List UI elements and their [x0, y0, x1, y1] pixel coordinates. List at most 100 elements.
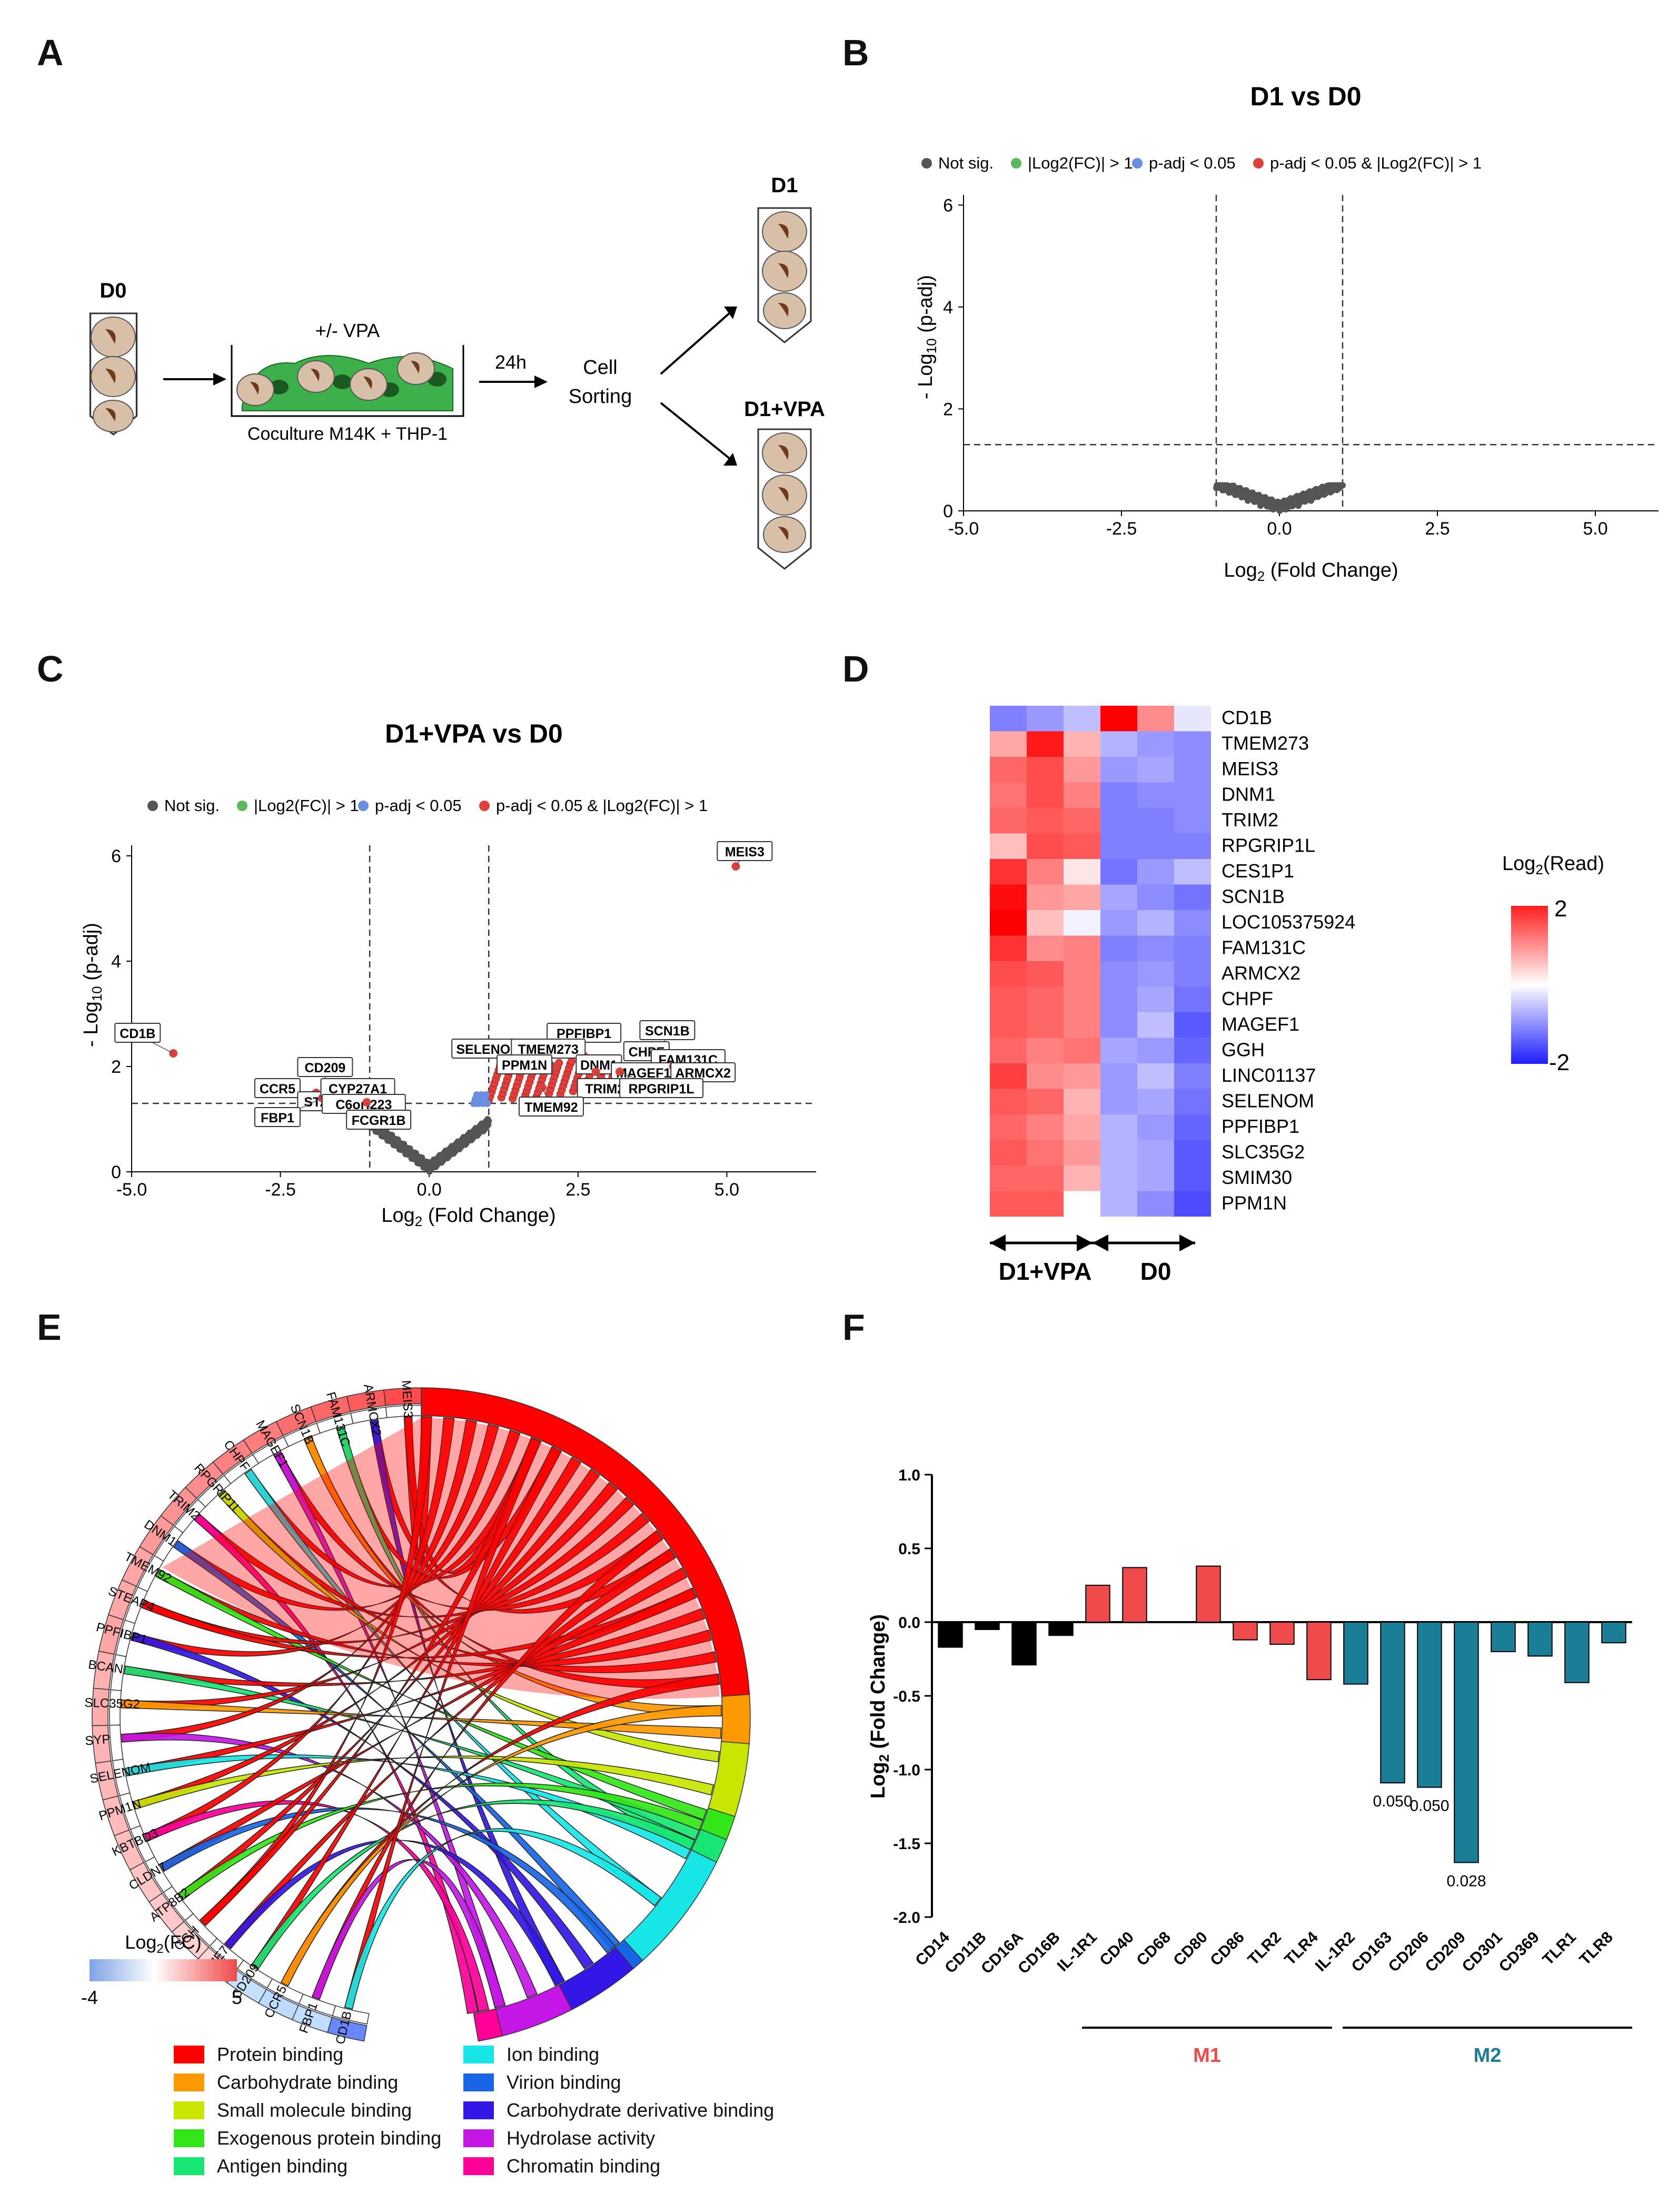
- label-box: [518, 1097, 584, 1117]
- heatmap-cell: [1100, 961, 1137, 987]
- heatmap-row-label: FAM131C: [1222, 936, 1306, 958]
- heatmap-cell: [1137, 1166, 1174, 1191]
- y-tick-label: 6: [943, 195, 953, 215]
- go-arc-9: [473, 2008, 503, 2042]
- gene-arc-magef1: [243, 1420, 284, 1454]
- heatmap-row-label: RPGRIP1L: [1222, 834, 1315, 856]
- point-not-sig: [1232, 487, 1238, 494]
- gene-label-trim2: TRIM2: [585, 1082, 624, 1097]
- fc-legend-title: Log2(FC): [125, 1931, 201, 1956]
- heatmap-cell: [1137, 1089, 1174, 1114]
- heatmap-cell: [1027, 961, 1064, 987]
- go-legend-swatch: [463, 2129, 494, 2147]
- heatmap-legend-min: -2: [1549, 1050, 1570, 1075]
- heatmap-cell: [990, 757, 1027, 783]
- chord-ribbon: [177, 1782, 703, 1901]
- gene-label-cd209: CD209: [304, 1061, 345, 1075]
- heatmap-cell: [990, 731, 1027, 757]
- gene-arc-scn1b: [275, 1406, 317, 1436]
- panel-b-title: D1 vs D0: [1250, 82, 1361, 111]
- go-legend-label: Small molecule binding: [217, 2099, 412, 2121]
- gene-inner-arc: [252, 1436, 289, 1464]
- gene-label-tmem92: TMEM92: [524, 1100, 578, 1115]
- go-legend-label: Hydrolase activity: [507, 2127, 656, 2149]
- point-not-sig: [1333, 482, 1339, 489]
- go-legend-swatch: [463, 2101, 494, 2119]
- heatmap-cell: [1027, 1063, 1064, 1089]
- panel-letter-c: C: [37, 648, 64, 689]
- gene-arc-trim2: [160, 1486, 197, 1526]
- heatmap-grid: CD1B TMEM273 MEIS3 DNM1 TRIM2 RPGRIP1L CES1P1 S…: [990, 706, 1355, 1217]
- panel-f-ylabel: Log2 (Fold Change): [867, 1614, 892, 1799]
- panel-c-ylabel: - Log10 (p-adj): [80, 923, 105, 1047]
- heatmap-cell: [1100, 833, 1137, 859]
- bar-cd209: [1454, 1622, 1479, 1863]
- heatmap-row-label: PPM1N: [1222, 1192, 1287, 1213]
- legend-label-1: |Log2(FC)| > 1: [254, 796, 359, 815]
- heatmap-cell: [1027, 1012, 1064, 1038]
- heatmap-cell: [1064, 808, 1100, 834]
- heatmap-cell: [1064, 884, 1100, 910]
- chord-ribbon: [159, 1567, 688, 1872]
- heatmap-row-label: MAGEF1: [1222, 1013, 1299, 1035]
- gene-arc-tmem92: [121, 1546, 154, 1587]
- gene-arc-ppfibp1: [98, 1614, 124, 1655]
- bar-cd11b: [975, 1622, 1000, 1630]
- category-label-cd86: CD86: [1207, 1929, 1248, 1970]
- gene-label-ccr5: CCR5: [260, 1082, 295, 1097]
- heatmap-cell: [990, 859, 1027, 885]
- label-box: [297, 1057, 353, 1077]
- bar-cd80: [1196, 1565, 1221, 1623]
- x-tick-label: -2.5: [1106, 519, 1137, 539]
- heatmap-row-label: SLC35G2: [1222, 1141, 1305, 1162]
- heatmap-cell: [1100, 935, 1137, 961]
- heatmap-cell: [1027, 1038, 1064, 1063]
- panel-b-xlabel: Log2 (Fold Change): [1224, 559, 1398, 584]
- y-tick-label: -0.5: [893, 1688, 920, 1705]
- legend-marker-2: [1132, 158, 1143, 169]
- heatmap-cell: [1064, 1012, 1100, 1038]
- x-tick-label: -5.0: [948, 519, 979, 539]
- gene-inner-arc: [109, 1724, 124, 1762]
- heatmap-cell: [1100, 731, 1137, 757]
- heatmap-cell: [990, 986, 1027, 1012]
- vpa-label: +/- VPA: [315, 320, 380, 341]
- y-tick-label: 0.5: [898, 1540, 920, 1558]
- go-term-legend: Protein binding Carbohydrate binding Small…: [174, 2043, 858, 2201]
- d0-label: D0: [100, 279, 126, 302]
- heatmap-cell: [1174, 1114, 1211, 1140]
- chord-ribbon: [251, 1446, 562, 1970]
- heatmap-cell: [1027, 706, 1064, 732]
- x-tick-label: -5.0: [116, 1180, 147, 1200]
- heatmap-cell: [1174, 1140, 1211, 1166]
- category-label-cd16b: CD16B: [1015, 1929, 1064, 1978]
- heatmap-cell: [1100, 986, 1137, 1012]
- chord-ribbon: [125, 1587, 697, 1777]
- gene-inner-arc: [119, 1792, 141, 1830]
- chord-ribbon: [133, 1755, 714, 1810]
- heatmap-row-label: SCN1B: [1222, 885, 1285, 907]
- bar-cd301: [1491, 1622, 1516, 1652]
- heatmap-cell: [1100, 859, 1137, 885]
- gene-inner-arc: [385, 1405, 422, 1418]
- heatmap-cell: [1174, 859, 1211, 885]
- go-legend-swatch: [174, 2101, 204, 2119]
- category-label-cd80: CD80: [1170, 1929, 1211, 1970]
- legend-label-0: Not sig.: [164, 796, 220, 815]
- pvalue-annotation: 0.050: [1373, 1793, 1412, 1810]
- gene-label-meis3: MEIS3: [399, 1380, 415, 1418]
- heatmap-group2-label: D0: [1140, 1258, 1171, 1285]
- heatmap-row-label: PPFIBP1: [1222, 1115, 1299, 1137]
- category-label-il-1r2: IL-1R2: [1312, 1929, 1358, 1975]
- heatmap-cell: [1100, 1089, 1137, 1114]
- heatmap-cell: [1137, 1191, 1174, 1217]
- go-legend-swatch: [174, 2046, 204, 2063]
- go-legend-item: Carbohydrate derivative binding: [463, 2099, 774, 2121]
- gene-arc-fam131c: [310, 1396, 351, 1423]
- go-legend-swatch: [463, 2046, 494, 2063]
- heatmap-cell: [990, 935, 1027, 961]
- heatmap-cell: [1174, 757, 1211, 783]
- point-not-sig: [1339, 482, 1346, 489]
- heatmap-cell: [1027, 910, 1064, 936]
- gene-label-meis3: MEIS3: [725, 845, 764, 860]
